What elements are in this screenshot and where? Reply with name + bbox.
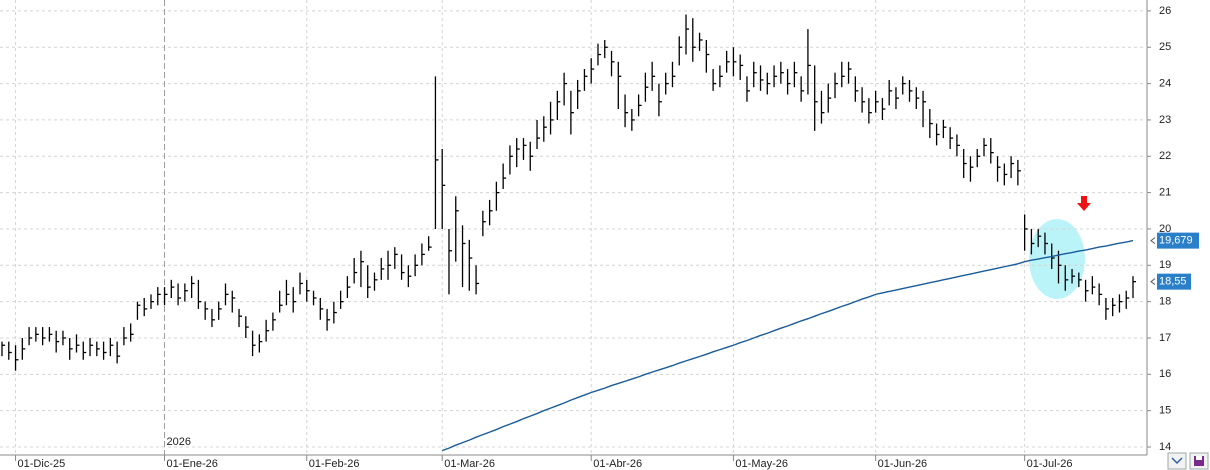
last-value-pointer <box>1150 237 1156 245</box>
grid <box>0 0 1147 455</box>
x-tick-label: 01-Abr-26 <box>593 458 642 470</box>
y-tick-label: 18 <box>1159 296 1171 308</box>
save-icon <box>1194 456 1204 466</box>
y-tick-label: 17 <box>1159 332 1171 344</box>
last-value-label: 19,679 <box>1159 235 1193 247</box>
scroll-button[interactable] <box>1167 452 1187 470</box>
year-label: 2026 <box>167 436 191 448</box>
y-tick-label: 19 <box>1159 259 1171 271</box>
y-tick-label: 26 <box>1159 5 1171 17</box>
y-tick-label: 22 <box>1159 150 1171 162</box>
x-tick-label: 01-Dic-25 <box>18 458 66 470</box>
save-icon-label <box>1196 456 1202 460</box>
x-tick-label: 01-Jun-26 <box>878 458 928 470</box>
y-tick-label: 14 <box>1159 441 1171 453</box>
highlight-ellipse <box>1029 219 1085 299</box>
x-tick-label: 01-Feb-26 <box>309 458 360 470</box>
y-tick-label: 16 <box>1159 368 1171 380</box>
toolbar <box>1167 452 1209 470</box>
moving-average-line <box>441 239 1134 452</box>
last-value-box <box>1157 232 1199 249</box>
last-value-pointer <box>1150 278 1156 286</box>
red-arrow <box>1077 196 1091 211</box>
x-tick-label: 01-Jul-26 <box>1027 458 1073 470</box>
y-tick-label: 25 <box>1159 41 1171 53</box>
last-value-label: 18,55 <box>1159 276 1187 288</box>
x-tick-label: 01-Ene-26 <box>167 458 218 470</box>
y-tick-label: 20 <box>1159 223 1171 235</box>
y-tick-label: 15 <box>1159 405 1171 417</box>
scroll-icon <box>1171 457 1183 465</box>
y-tick-label: 24 <box>1159 77 1171 89</box>
y-tick-label: 21 <box>1159 187 1171 199</box>
last-value-box <box>1157 273 1191 290</box>
x-tick-label: 01-Mar-26 <box>444 458 495 470</box>
price-bars <box>1 14 1136 371</box>
x-tick-label: 01-May-26 <box>735 458 788 470</box>
y-tick-label: 23 <box>1159 114 1171 126</box>
